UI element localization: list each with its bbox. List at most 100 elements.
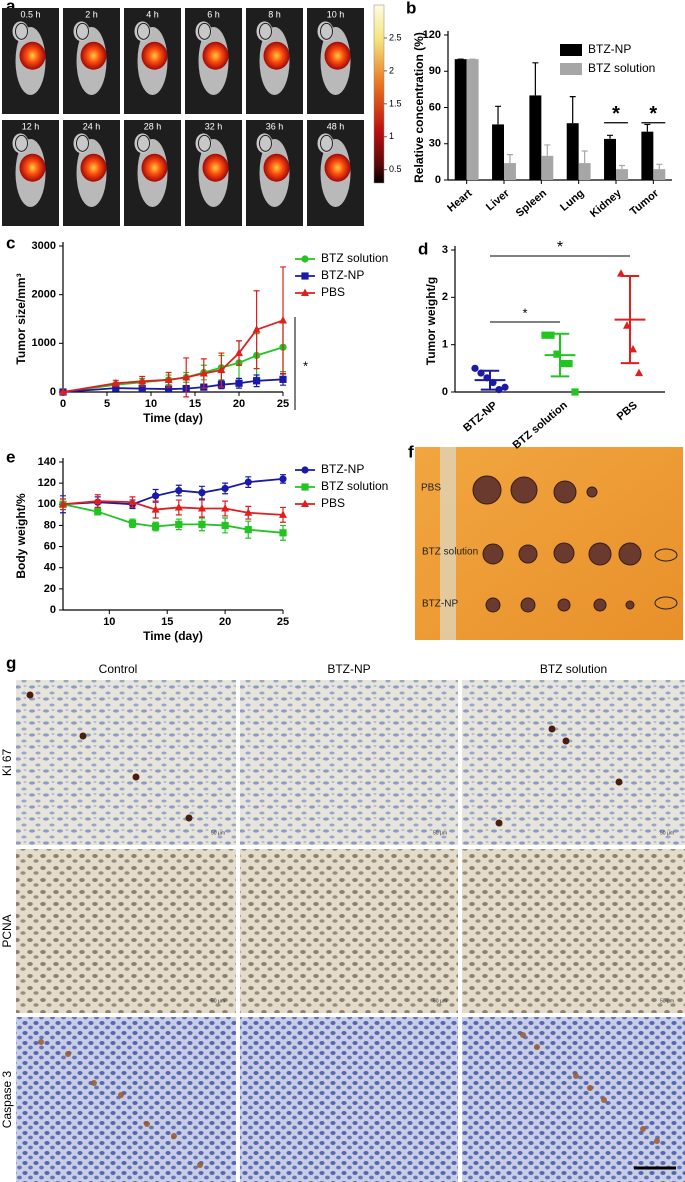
bar (492, 124, 504, 180)
tumors (472, 475, 642, 613)
error-bar (656, 163, 663, 170)
time-label: 6 h (207, 9, 220, 19)
significance: * (522, 305, 527, 320)
stained-nucleus (79, 732, 87, 740)
row-label: Ki 67 (0, 749, 14, 777)
column-label: BTZ solution (540, 662, 607, 676)
stained-cell (144, 1121, 150, 1127)
marker (138, 384, 146, 393)
marker (571, 388, 579, 396)
panel-label: f (408, 442, 414, 461)
marker (198, 489, 206, 497)
marker (174, 503, 183, 511)
stained-cell (520, 1032, 526, 1038)
y-tick-label: 90 (429, 65, 441, 77)
panel-label: d (418, 239, 428, 258)
legend-label: BTZ-NP (588, 42, 631, 56)
marker (235, 379, 243, 387)
y-tick-label: 2 (442, 291, 448, 303)
y-axis-label: Body weight/% (14, 493, 28, 579)
roi (259, 134, 272, 152)
legend-marker (301, 499, 309, 507)
marker (495, 386, 503, 394)
y-tick-label: 120 (423, 29, 441, 41)
y-axis-label: Tumor weight/g (424, 277, 438, 365)
ruler (440, 447, 456, 640)
legend-swatch (560, 44, 582, 56)
marker (477, 369, 485, 377)
y-tick-label: 40 (44, 562, 56, 574)
y-tick-label: 0 (50, 386, 56, 398)
marker (565, 360, 573, 368)
signal (324, 153, 351, 182)
mouse-head (317, 21, 334, 42)
signal (80, 153, 107, 182)
series-line (62, 319, 284, 393)
imaging-grid: 0.5 h 2 h 4 h 6 h 8 h 10 h 12 h 24 h 28 h 32 h 36 … (2, 8, 364, 226)
stained-cell (573, 1073, 579, 1079)
marker (94, 508, 102, 516)
empty-mark (654, 596, 678, 610)
bar (616, 169, 628, 180)
marker (279, 375, 287, 383)
legend-label: BTZ solution (588, 61, 655, 75)
y-tick-label: 1 (442, 339, 448, 351)
stained-cell (65, 1051, 71, 1057)
roi (198, 134, 211, 152)
marker (221, 521, 229, 530)
x-tick-label: 20 (233, 398, 245, 410)
bar (529, 95, 542, 180)
signal (202, 153, 229, 182)
marker (635, 368, 643, 377)
roi (320, 22, 333, 40)
y-tick-label: 20 (44, 583, 56, 595)
marker (175, 520, 183, 528)
tissue-image (16, 849, 236, 1013)
marker (164, 375, 173, 383)
mouse-head (12, 21, 29, 42)
scale-bar-label: 50 μm (211, 830, 225, 836)
time-label: 32 h (205, 121, 223, 131)
tissue-image (240, 680, 458, 845)
legend-label: BTZ solution (321, 479, 388, 493)
histology-grid: Control BTZ-NP BTZ solution 50 μm 50 μm 50 μm… (0, 662, 685, 1182)
time-label: 12 h (22, 121, 40, 131)
bar (541, 155, 554, 180)
marker (151, 505, 160, 513)
mouse-head (134, 133, 151, 154)
roi (320, 134, 333, 152)
x-tick-label: 10 (145, 398, 157, 410)
marker (623, 321, 631, 329)
time-label: 24 h (83, 121, 101, 131)
series-line (62, 346, 284, 393)
tissue-image (16, 680, 236, 845)
stained-nucleus (548, 725, 556, 733)
y-tick-label: 140 (38, 456, 56, 468)
legend-swatch (560, 63, 582, 75)
marker (152, 522, 160, 531)
marker (235, 348, 243, 357)
x-tick-label: 0 (60, 398, 66, 410)
legend-marker (301, 288, 309, 296)
roi (15, 22, 28, 40)
legend-marker (301, 272, 309, 280)
stained-nucleus (132, 773, 140, 781)
time-label: 4 h (146, 9, 159, 19)
colorbar (373, 4, 385, 184)
marker (198, 520, 206, 528)
mouse-head (12, 133, 29, 154)
y-tick-label: 2000 (32, 289, 56, 301)
significance: * (557, 239, 563, 256)
mouse-head (195, 133, 212, 154)
marker (244, 478, 252, 486)
stained-cell (654, 1138, 660, 1144)
marker (629, 345, 637, 353)
bar (578, 163, 591, 180)
error-bar (618, 164, 625, 170)
stained-nucleus (562, 737, 570, 745)
y-tick-label: 0 (442, 386, 448, 398)
legend-marker (301, 466, 309, 474)
bar (466, 59, 479, 180)
roi (76, 22, 89, 40)
